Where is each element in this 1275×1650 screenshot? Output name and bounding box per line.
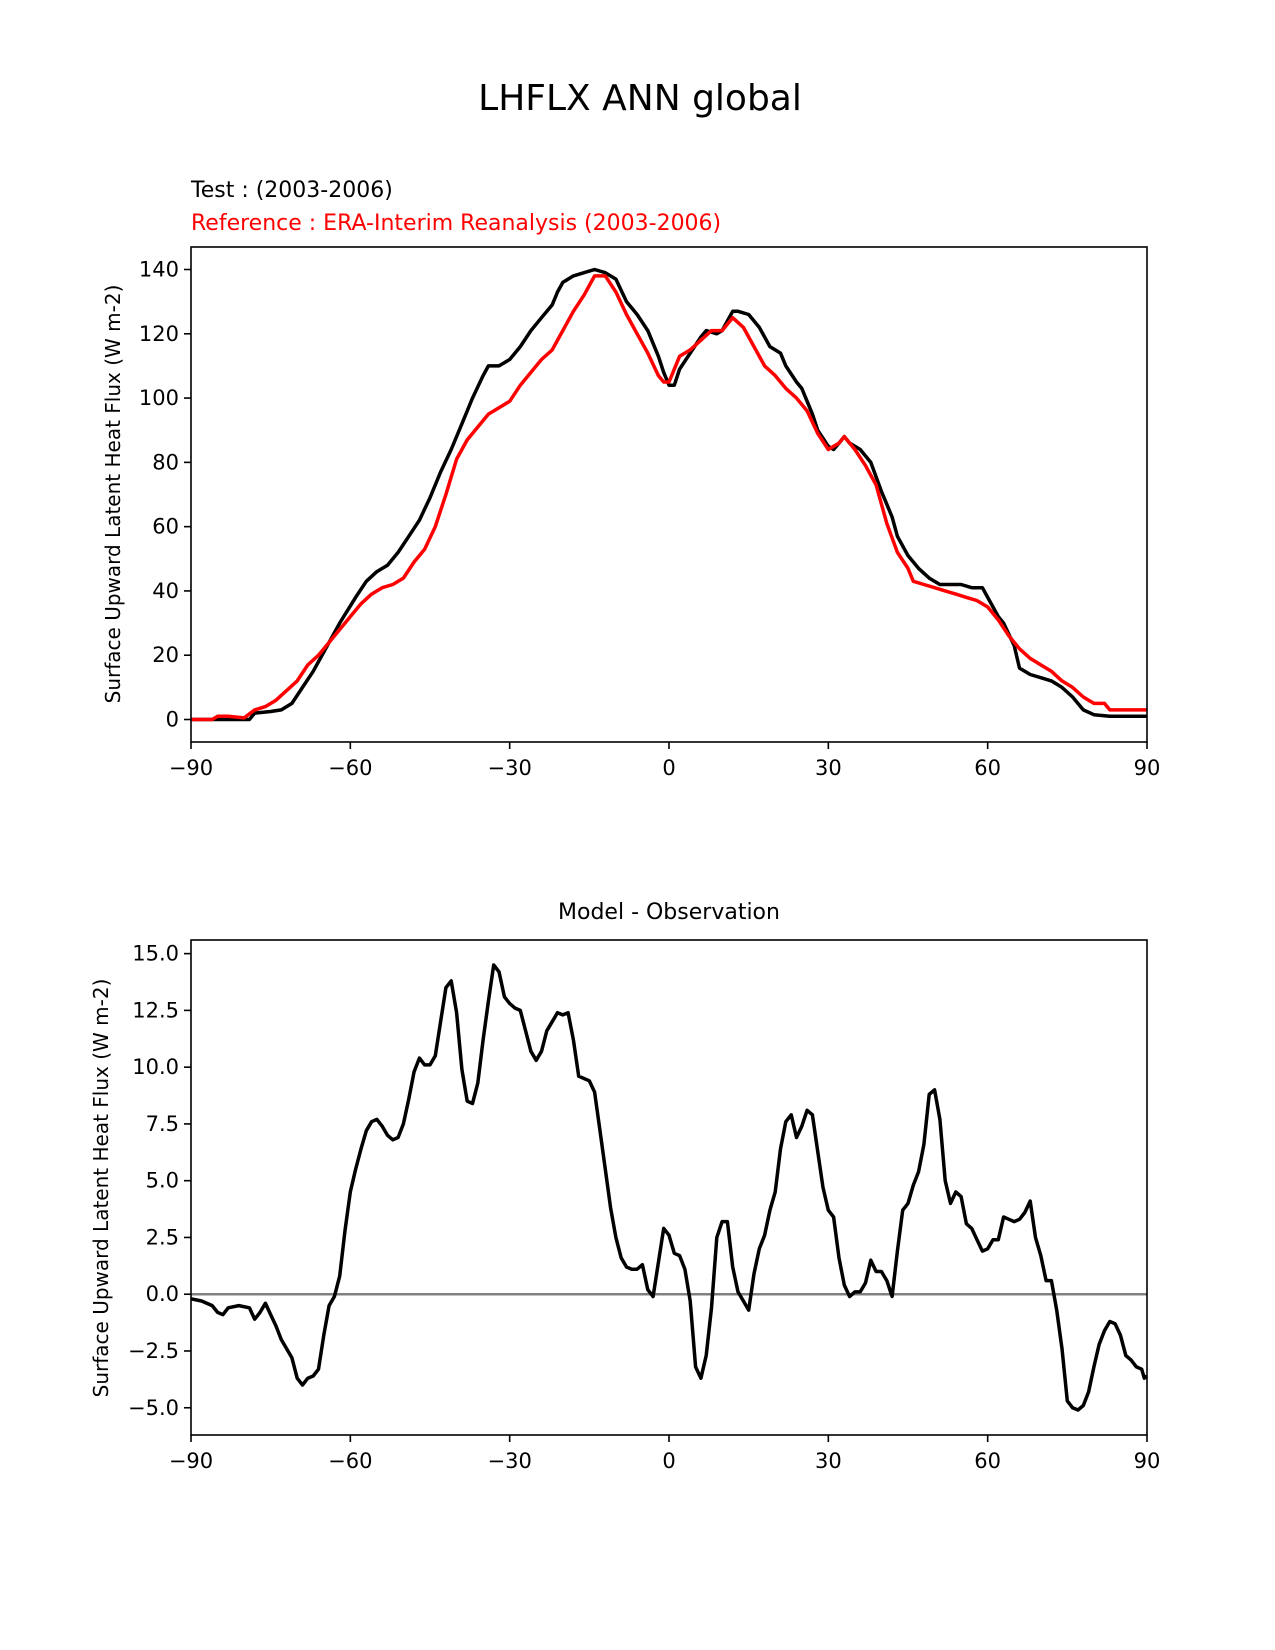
top-panel: Test : (2003-2006) Reference : ERA-Inter… [101, 178, 1160, 780]
bottom-x-tick-label: 60 [974, 1449, 1001, 1473]
bottom-y-tick-label: 12.5 [132, 998, 179, 1022]
bottom-x-tick-label: 90 [1134, 1449, 1161, 1473]
bottom-y-tick-label: 5.0 [146, 1169, 179, 1193]
top-x-tick-label: −60 [328, 756, 372, 780]
top-y-tick-label: 40 [152, 579, 179, 603]
difference-title: Model - Observation [558, 900, 780, 925]
top-axes-frame [190, 246, 1148, 743]
bottom-y-tick-label: −5.0 [128, 1396, 179, 1420]
bottom-axes-frame [190, 939, 1148, 1436]
top-x-tick-label: 0 [662, 756, 675, 780]
top-x-tick-label: 60 [974, 756, 1001, 780]
bottom-y-tick-label: 7.5 [146, 1112, 179, 1136]
top-y-tick-label: 120 [139, 322, 179, 346]
bottom-plot-area: −90 −60 −30 0 30 60 90 −5.0 −2.5 0.0 2.5 5.0 7.5 10.0… [128, 939, 1161, 1473]
bottom-x-tick-label: −90 [169, 1449, 213, 1473]
top-y-tick-label: 0 [166, 708, 179, 732]
bottom-y-tick-label: 2.5 [146, 1225, 179, 1249]
bottom-x-tick-label: −30 [488, 1449, 532, 1473]
top-x-tick-label: −90 [169, 756, 213, 780]
top-x-tick-label: 30 [815, 756, 842, 780]
bottom-y-tick-label: 10.0 [132, 1055, 179, 1079]
top-plot-area: −90 −60 −30 0 30 60 90 0 20 40 60 80 100 120 140 [139, 246, 1161, 780]
test-label: Test : (2003-2006) [190, 178, 393, 203]
bottom-x-tick-label: 30 [815, 1449, 842, 1473]
top-y-tick-label: 140 [139, 258, 179, 282]
top-x-tick-label: −30 [488, 756, 532, 780]
top-y-tick-label: 60 [152, 515, 179, 539]
top-x-tick-label: 90 [1134, 756, 1161, 780]
top-y-tick-label: 80 [152, 450, 179, 474]
figure-title: LHFLX ANN global [478, 78, 802, 119]
bottom-y-axis-label: Surface Upward Latent Heat Flux (W m-2) [89, 979, 113, 1398]
top-y-tick-label: 100 [139, 386, 179, 410]
bottom-y-tick-label: −2.5 [128, 1339, 179, 1363]
reference-label: Reference : ERA-Interim Reanalysis (2003… [191, 211, 721, 236]
bottom-panel: Model - Observation Surface Upward Laten… [89, 900, 1160, 1473]
top-y-axis-label: Surface Upward Latent Heat Flux (W m-2) [101, 285, 125, 704]
bottom-x-tick-label: 0 [662, 1449, 675, 1473]
top-series-test [191, 267, 1147, 722]
top-y-tick-label: 20 [152, 643, 179, 667]
top-series-reference [191, 274, 1147, 722]
bottom-x-tick-label: −60 [328, 1449, 372, 1473]
bottom-y-tick-label: 0.0 [146, 1282, 179, 1306]
bottom-y-tick-label: 15.0 [132, 942, 179, 966]
bottom-series-model-observation [190, 963, 1149, 1412]
